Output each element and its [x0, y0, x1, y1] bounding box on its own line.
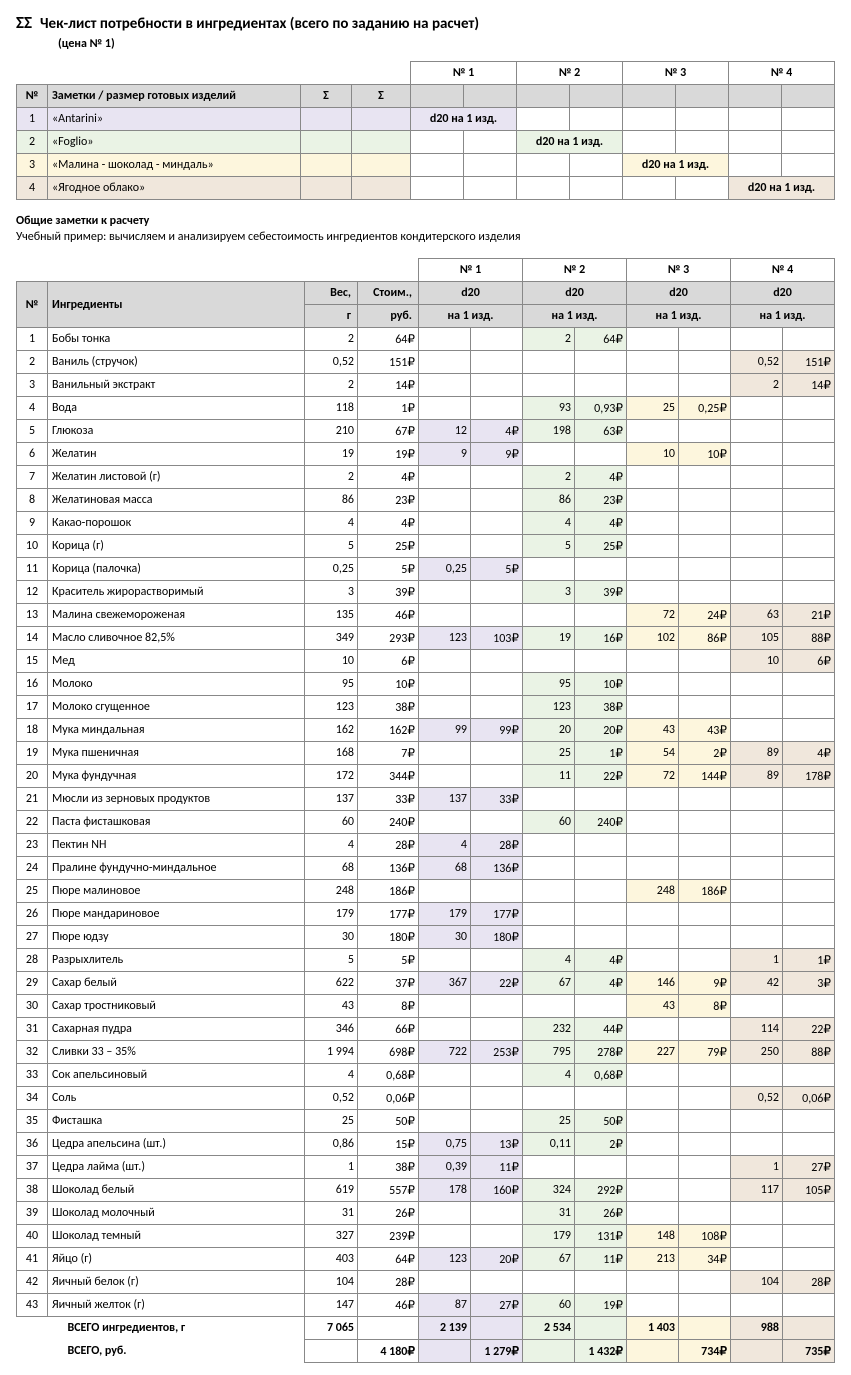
ingredient-row: 25Пюре малиновое248186₽248186₽: [17, 880, 835, 903]
ingredient-row: 3Ванильный экстракт214₽214₽: [17, 374, 835, 397]
ingredient-row: 42Яичный белок (г)10428₽10428₽: [17, 1271, 835, 1294]
ingredient-row: 43Яичный желток (г)14746₽8727₽6019₽: [17, 1294, 835, 1317]
total-cost-row: ВСЕГО, руб. 4 180₽ 1 279₽ 1 432₽ 734₽ 73…: [17, 1340, 835, 1363]
page-title: Чек-лист потребности в ингредиентах (все…: [40, 15, 479, 33]
page-title-row: ΣΣ Чек-лист потребности в ингредиентах (…: [16, 12, 835, 33]
col-hdr-1: № 1: [411, 62, 517, 85]
col-hdr-4: № 4: [729, 62, 835, 85]
size-row: 3«Малина - шоколад - миндаль»d20 на 1 из…: [17, 154, 835, 177]
ingredient-row: 32Сливки 33 – 35%1 994698₽722253₽795278₽…: [17, 1041, 835, 1064]
ingredient-row: 10Корица (г)525₽525₽: [17, 535, 835, 558]
ingredient-row: 30Сахар тростниковый438₽438₽: [17, 995, 835, 1018]
ingredient-row: 14Масло сливочное 82,5%349293₽123103₽191…: [17, 627, 835, 650]
notes-text: Учебный пример: вычисляем и анализируем …: [16, 230, 835, 244]
ingredient-row: 19Мука пшеничная1687₽251₽542₽894₽: [17, 742, 835, 765]
ingredient-row: 12Краситель жирорастворимый339₽339₽: [17, 581, 835, 604]
ingredient-row: 20Мука фундучная172344₽1122₽72144₽89178₽: [17, 765, 835, 788]
ingredients-table: № 1 № 2 № 3 № 4 № Ингредиенты Вес, Стоим…: [16, 258, 835, 1363]
ingredient-row: 15Мед106₽106₽: [17, 650, 835, 673]
page-subtitle: (цена № 1): [58, 37, 835, 51]
ingredient-row: 35Фисташка2550₽2550₽: [17, 1110, 835, 1133]
ingredient-row: 24Пралине фундучно-миндальное68136₽68136…: [17, 857, 835, 880]
ingredient-row: 39Шоколад молочный3126₽3126₽: [17, 1202, 835, 1225]
ingredient-row: 23Пектин NH428₽428₽: [17, 834, 835, 857]
ingredient-row: 13Малина свежемороженая13546₽7224₽6321₽: [17, 604, 835, 627]
ingredient-row: 6Желатин1919₽99₽1010₽: [17, 443, 835, 466]
ingredient-row: 9Какао-порошок44₽44₽: [17, 512, 835, 535]
ingredient-row: 37Цедра лайма (шт.)138₽0,3911₽127₽: [17, 1156, 835, 1179]
hdr-sigma2: Σ: [352, 85, 411, 108]
ingredient-row: 11Корица (палочка)0,255₽0,255₽: [17, 558, 835, 581]
ingredient-row: 27Пюре юдзу30180₽30180₽: [17, 926, 835, 949]
ingredient-row: 2Ваниль (стручок)0,52151₽0,52151₽: [17, 351, 835, 374]
ingredient-row: 34Соль0,520,06₽0,520,06₽: [17, 1087, 835, 1110]
ingredient-row: 31Сахарная пудра34666₽23244₽11422₽: [17, 1018, 835, 1041]
ingredient-row: 5Глюкоза21067₽124₽19863₽: [17, 420, 835, 443]
size-row: 1«Antarini»d20 на 1 изд.: [17, 108, 835, 131]
sizes-table: № 1 № 2 № 3 № 4 № Заметки / размер готов…: [16, 61, 835, 200]
hdr-no: №: [17, 85, 48, 108]
ingredient-row: 28Разрыхлитель55₽44₽11₽: [17, 949, 835, 972]
ingredient-row: 17Молоко сгущенное12338₽12338₽: [17, 696, 835, 719]
hdr-notes: Заметки / размер готовых изделий: [48, 85, 301, 108]
ingredient-row: 36Цедра апельсина (шт.)0,8615₽0,7513₽0,1…: [17, 1133, 835, 1156]
ingredient-row: 1Бобы тонка264₽264₽: [17, 328, 835, 351]
col-hdr-3: № 3: [623, 62, 729, 85]
ingredient-row: 29Сахар белый62237₽36722₽674₽1469₽423₽: [17, 972, 835, 995]
total-weight-row: ВСЕГО ингредиентов, г 7 065 2 139 2 534 …: [17, 1317, 835, 1340]
ingredient-row: 21Мюсли из зерновых продуктов13733₽13733…: [17, 788, 835, 811]
ingredient-row: 8Желатиновая масса8623₽8623₽: [17, 489, 835, 512]
size-row: 2«Foglio»d20 на 1 изд.: [17, 131, 835, 154]
ingredient-row: 41Яйцо (г)40364₽12320₽6711₽21334₽: [17, 1248, 835, 1271]
ingredient-row: 18Мука миндальная162162₽9999₽2020₽4343₽: [17, 719, 835, 742]
ingredient-row: 26Пюре мандариновое179177₽179177₽: [17, 903, 835, 926]
hdr-sigma1: Σ: [301, 85, 352, 108]
ingredient-row: 33Сок апельсиновый40,68₽40,68₽: [17, 1064, 835, 1087]
ingredient-row: 16Молоко9510₽9510₽: [17, 673, 835, 696]
ingredient-row: 7Желатин листовой (г)24₽24₽: [17, 466, 835, 489]
ingredient-row: 38Шоколад белый619557₽178160₽324292₽1171…: [17, 1179, 835, 1202]
sigma-symbol: ΣΣ: [16, 12, 32, 33]
col-hdr-2: № 2: [517, 62, 623, 85]
size-row: 4«Ягодное облако»d20 на 1 изд.: [17, 177, 835, 200]
ingredient-row: 22Паста фисташковая60240₽60240₽: [17, 811, 835, 834]
ingredient-row: 4Вода1181₽930,93₽250,25₽: [17, 397, 835, 420]
notes-header: Общие заметки к расчету: [16, 214, 835, 228]
